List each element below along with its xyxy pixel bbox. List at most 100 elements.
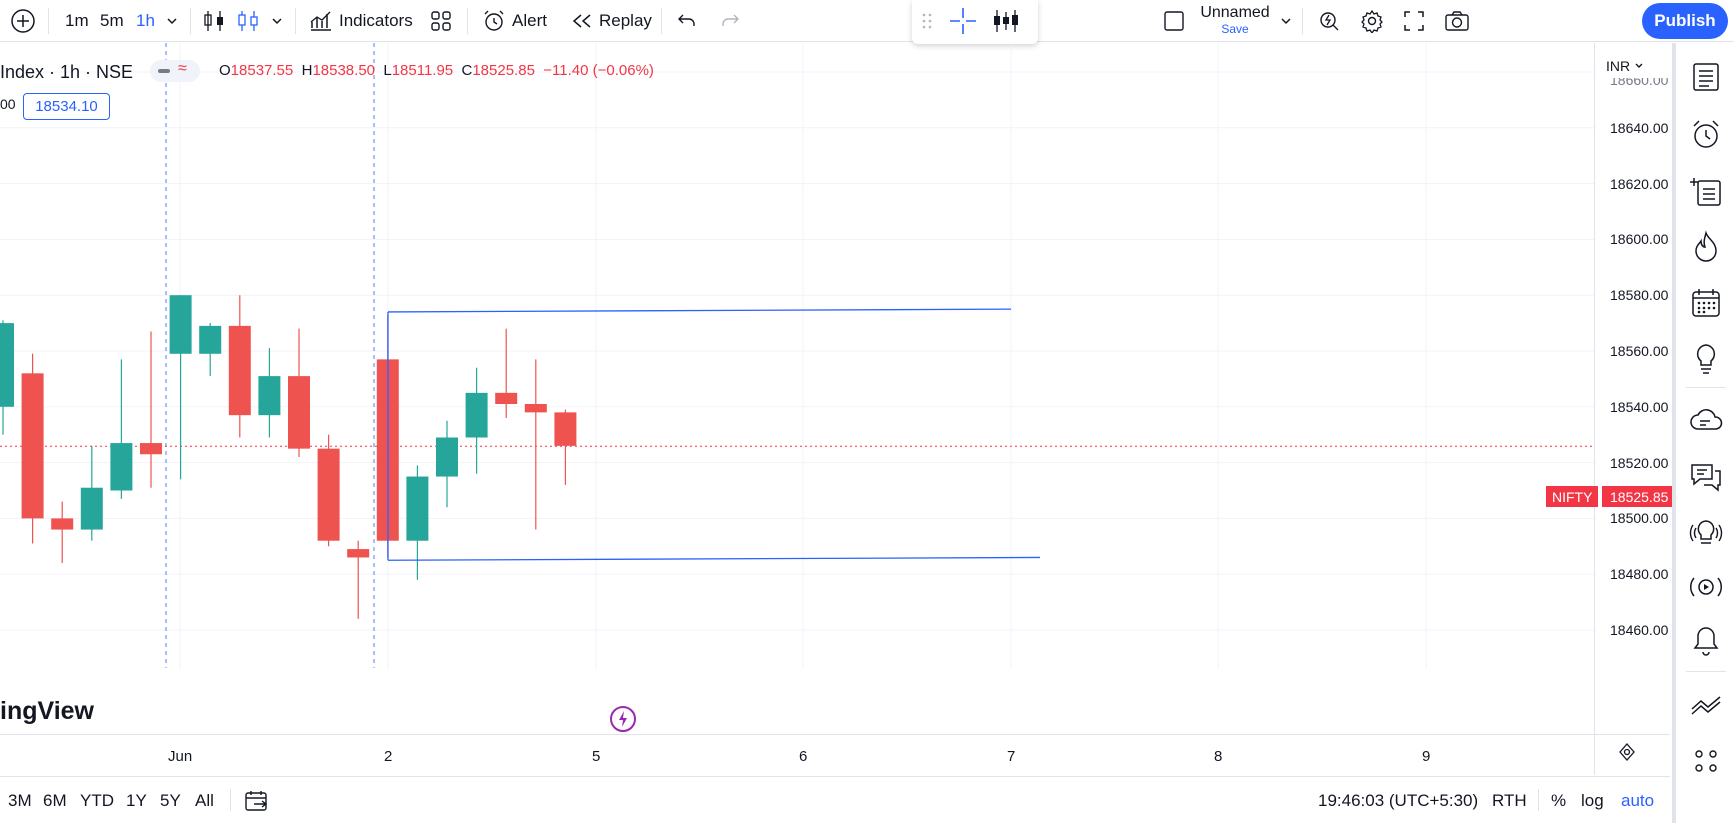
alert-button[interactable]: Alert — [482, 0, 547, 42]
fullscreen-button[interactable] — [1403, 0, 1425, 42]
candle[interactable] — [317, 434, 340, 547]
price-axis-label: 18600.00 — [1610, 231, 1669, 248]
candles-icon[interactable] — [992, 8, 1020, 34]
event-marker[interactable] — [610, 706, 636, 732]
chevron-down-icon — [1281, 18, 1291, 25]
chat-bubbles-icon[interactable] — [1688, 459, 1724, 495]
undo-button[interactable] — [677, 0, 697, 42]
trend-line-lower[interactable] — [387, 556, 1041, 561]
replay-button[interactable]: Replay — [571, 0, 652, 42]
minus-icon — [158, 69, 170, 73]
range-6m[interactable]: 6M — [43, 790, 67, 810]
range-5y[interactable]: 5Y — [160, 790, 181, 810]
candle[interactable] — [199, 323, 222, 377]
clock-timezone[interactable]: 19:46:03 (UTC+5:30) — [1318, 790, 1479, 810]
range-3m[interactable]: 3M — [8, 790, 32, 810]
broadcast-play-icon[interactable] — [1688, 569, 1724, 605]
open-key: O — [219, 62, 231, 79]
chart-lines-icon[interactable] — [1688, 687, 1724, 723]
indicators-label: Indicators — [339, 11, 413, 30]
candle[interactable] — [524, 359, 547, 530]
chevron-down-icon — [272, 18, 282, 25]
timeframe-5m[interactable]: 5m — [100, 11, 124, 30]
candle[interactable] — [0, 320, 14, 435]
add-list-icon[interactable] — [1688, 173, 1724, 209]
alarm-clock-icon[interactable] — [1688, 117, 1724, 153]
candle[interactable] — [140, 331, 162, 488]
timeframe-1m[interactable]: 1m — [65, 11, 89, 30]
candle[interactable] — [436, 420, 458, 508]
percent-toggle[interactable]: % — [1551, 790, 1567, 810]
calendar-icon[interactable] — [1688, 285, 1724, 321]
symbol-title[interactable]: Index · 1h · NSE — [0, 61, 134, 82]
timeframe-1h[interactable]: 1h — [136, 11, 155, 30]
currency-selector[interactable]: INR — [1606, 58, 1644, 74]
axis-settings-button[interactable] — [1617, 742, 1637, 767]
price-axis-label: 18540.00 — [1610, 398, 1669, 415]
time-axis-label: 6 — [799, 748, 808, 765]
low-value: 18511.95 — [391, 62, 454, 79]
range-1y[interactable]: 1Y — [126, 790, 147, 810]
ideas-stream-icon[interactable] — [1688, 515, 1724, 551]
add-symbol-button[interactable] — [10, 0, 36, 42]
hollow-candles-icon — [238, 11, 258, 31]
candle[interactable] — [554, 409, 577, 485]
open-value: 18537.55 — [230, 62, 294, 79]
settings-button[interactable] — [1360, 0, 1384, 42]
price-axis-label: 18480.00 — [1610, 566, 1669, 583]
session-toggle[interactable]: RTH — [1492, 790, 1527, 810]
candle[interactable] — [347, 540, 370, 619]
candle[interactable] — [51, 501, 74, 564]
bottom-toolbar: 3M 6M YTD 1Y 5Y All 19:46:03 (UTC+5:30) … — [0, 776, 1670, 823]
layouts-button[interactable] — [430, 0, 452, 42]
price-label-partial: 18660.00 — [1610, 72, 1669, 88]
candle[interactable] — [228, 295, 251, 438]
watchlist-icon[interactable] — [1688, 59, 1724, 95]
cloud-chat-icon[interactable] — [1688, 403, 1724, 439]
candle[interactable] — [80, 445, 103, 541]
candle[interactable] — [110, 359, 133, 499]
timeframe-dropdown-button[interactable] — [166, 0, 178, 42]
chart-type-dropdown-button[interactable] — [271, 0, 283, 42]
bell-icon[interactable] — [1688, 623, 1724, 659]
range-all[interactable]: All — [195, 790, 214, 810]
layout-dropdown-button[interactable] — [1280, 0, 1292, 42]
candle[interactable] — [21, 353, 44, 544]
candle[interactable] — [495, 328, 518, 418]
price-chart[interactable] — [0, 43, 1594, 775]
lightbulb-icon[interactable] — [1688, 341, 1724, 377]
candle[interactable] — [465, 367, 488, 474]
bar-style-hollow-button[interactable] — [237, 0, 259, 42]
auto-toggle[interactable]: auto — [1621, 790, 1655, 810]
drag-handle-icon[interactable] — [922, 12, 932, 30]
save-link[interactable]: Save — [1221, 22, 1249, 36]
redo-button[interactable] — [720, 0, 740, 42]
time-axis-label: 9 — [1422, 748, 1431, 765]
price-axis-divider — [1594, 43, 1595, 775]
log-toggle[interactable]: log — [1581, 790, 1604, 810]
layout-checkbox-button[interactable] — [1163, 0, 1185, 42]
legend-visibility-toggle[interactable]: ≈ — [150, 60, 200, 82]
layout-name-button[interactable]: Unnamed Save — [1200, 4, 1270, 36]
trend-line-upper[interactable] — [387, 308, 1012, 313]
range-ytd[interactable]: YTD — [80, 790, 114, 810]
bar-style-candles-button[interactable] — [203, 0, 225, 42]
candle[interactable] — [288, 328, 310, 458]
high-value: 18538.50 — [312, 62, 376, 79]
alert-label: Alert — [512, 11, 547, 30]
candle[interactable] — [169, 295, 192, 480]
camera-icon — [1445, 11, 1469, 31]
rewind-icon — [572, 14, 591, 28]
candle[interactable] — [258, 348, 281, 438]
candle[interactable] — [406, 465, 429, 580]
go-to-date-button[interactable] — [244, 777, 270, 824]
publish-button[interactable]: Publish — [1642, 3, 1728, 39]
flame-icon[interactable] — [1688, 229, 1724, 265]
quick-search-button[interactable] — [1317, 0, 1341, 42]
dots-grid-icon[interactable] — [1688, 743, 1724, 779]
currency-label: INR — [1606, 58, 1631, 74]
crosshair-icon[interactable] — [948, 6, 978, 36]
indicators-button[interactable]: Indicators — [309, 0, 413, 42]
snapshot-button[interactable] — [1444, 0, 1470, 42]
time-axis-label: Jun — [168, 748, 193, 765]
